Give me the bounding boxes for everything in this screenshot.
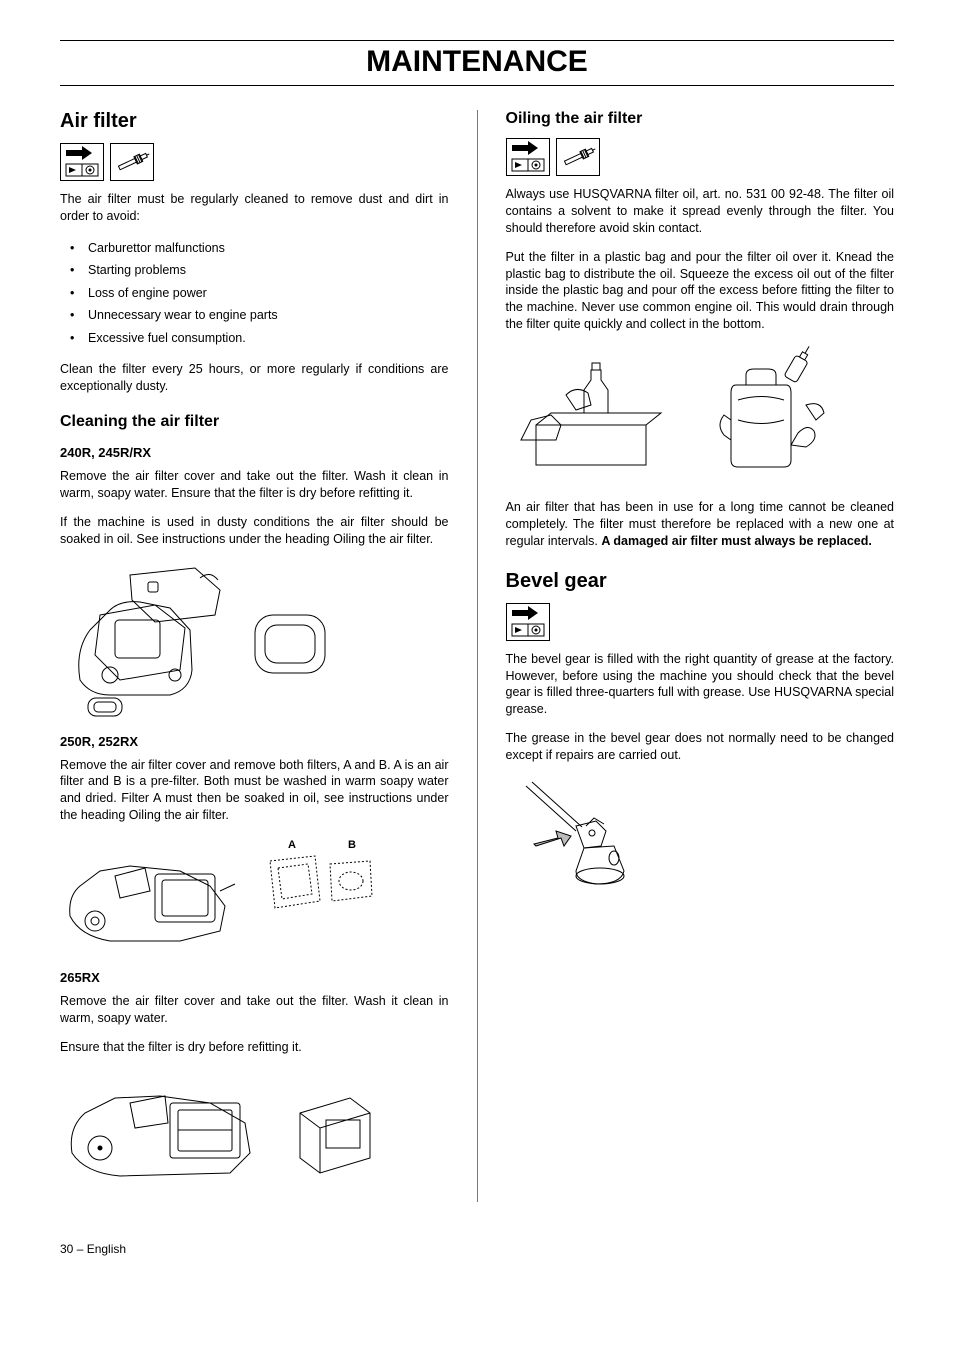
- air-filter-icons: [60, 143, 449, 181]
- list-item: Carburettor malfunctions: [60, 237, 449, 260]
- column-divider: [477, 110, 478, 1202]
- footer-sep: –: [73, 1242, 86, 1256]
- cleaning-heading: Cleaning the air filter: [60, 413, 449, 431]
- clean-interval: Clean the filter every 25 hours, or more…: [60, 361, 449, 395]
- m1-p2: If the machine is used in dusty conditio…: [60, 514, 449, 548]
- bevel-icons: [506, 603, 895, 641]
- list-item: Starting problems: [60, 259, 449, 282]
- switch-off-icon: [506, 138, 550, 176]
- left-column: Air filter: [60, 110, 449, 1202]
- label-a: A: [288, 839, 296, 851]
- m3-p1: Remove the air filter cover and take out…: [60, 993, 449, 1027]
- m1-p1: Remove the air filter cover and take out…: [60, 468, 449, 502]
- page-footer: 30 – English: [60, 1242, 894, 1256]
- figure-bevel: [506, 776, 895, 896]
- air-filter-heading: Air filter: [60, 110, 449, 133]
- oiling-heading: Oiling the air filter: [506, 110, 895, 128]
- air-filter-intro: The air filter must be regularly cleaned…: [60, 191, 449, 225]
- page-number: 30: [60, 1242, 73, 1256]
- footer-lang: English: [87, 1242, 126, 1256]
- model-265rx: 265RX: [60, 970, 449, 985]
- m3-p2: Ensure that the filter is dry before ref…: [60, 1039, 449, 1056]
- m2-p1: Remove the air filter cover and remove b…: [60, 757, 449, 825]
- oiling-p2: Put the filter in a plastic bag and pour…: [506, 249, 895, 333]
- bevel-gear-heading: Bevel gear: [506, 570, 895, 593]
- bevel-p1: The bevel gear is filled with the right …: [506, 651, 895, 719]
- spark-plug-icon: [110, 143, 154, 181]
- oiling-p3-bold: A damaged air filter must always be repl…: [601, 534, 871, 548]
- figure-oiling: [506, 345, 895, 485]
- list-item: Loss of engine power: [60, 282, 449, 305]
- spark-plug-icon: [556, 138, 600, 176]
- switch-off-icon: [506, 603, 550, 641]
- bevel-p2: The grease in the bevel gear does not no…: [506, 730, 895, 764]
- switch-off-icon: [60, 143, 104, 181]
- model-240r: 240R, 245R/RX: [60, 445, 449, 460]
- right-column: Oiling the air filter: [506, 110, 895, 1202]
- oiling-icons: [506, 138, 895, 176]
- oiling-p3: An air filter that has been in use for a…: [506, 499, 895, 550]
- list-item: Unnecessary wear to engine parts: [60, 304, 449, 327]
- label-b: B: [348, 839, 356, 851]
- figure-265rx: [60, 1068, 449, 1188]
- model-250r: 250R, 252RX: [60, 734, 449, 749]
- content-columns: Air filter: [60, 110, 894, 1202]
- air-filter-bullets: Carburettor malfunctions Starting proble…: [60, 237, 449, 350]
- oiling-p1: Always use HUSQVARNA filter oil, art. no…: [506, 186, 895, 237]
- page-title: MAINTENANCE: [60, 40, 894, 86]
- figure-250r: A B: [60, 836, 449, 956]
- list-item: Excessive fuel consumption.: [60, 327, 449, 350]
- figure-240r: [60, 560, 449, 720]
